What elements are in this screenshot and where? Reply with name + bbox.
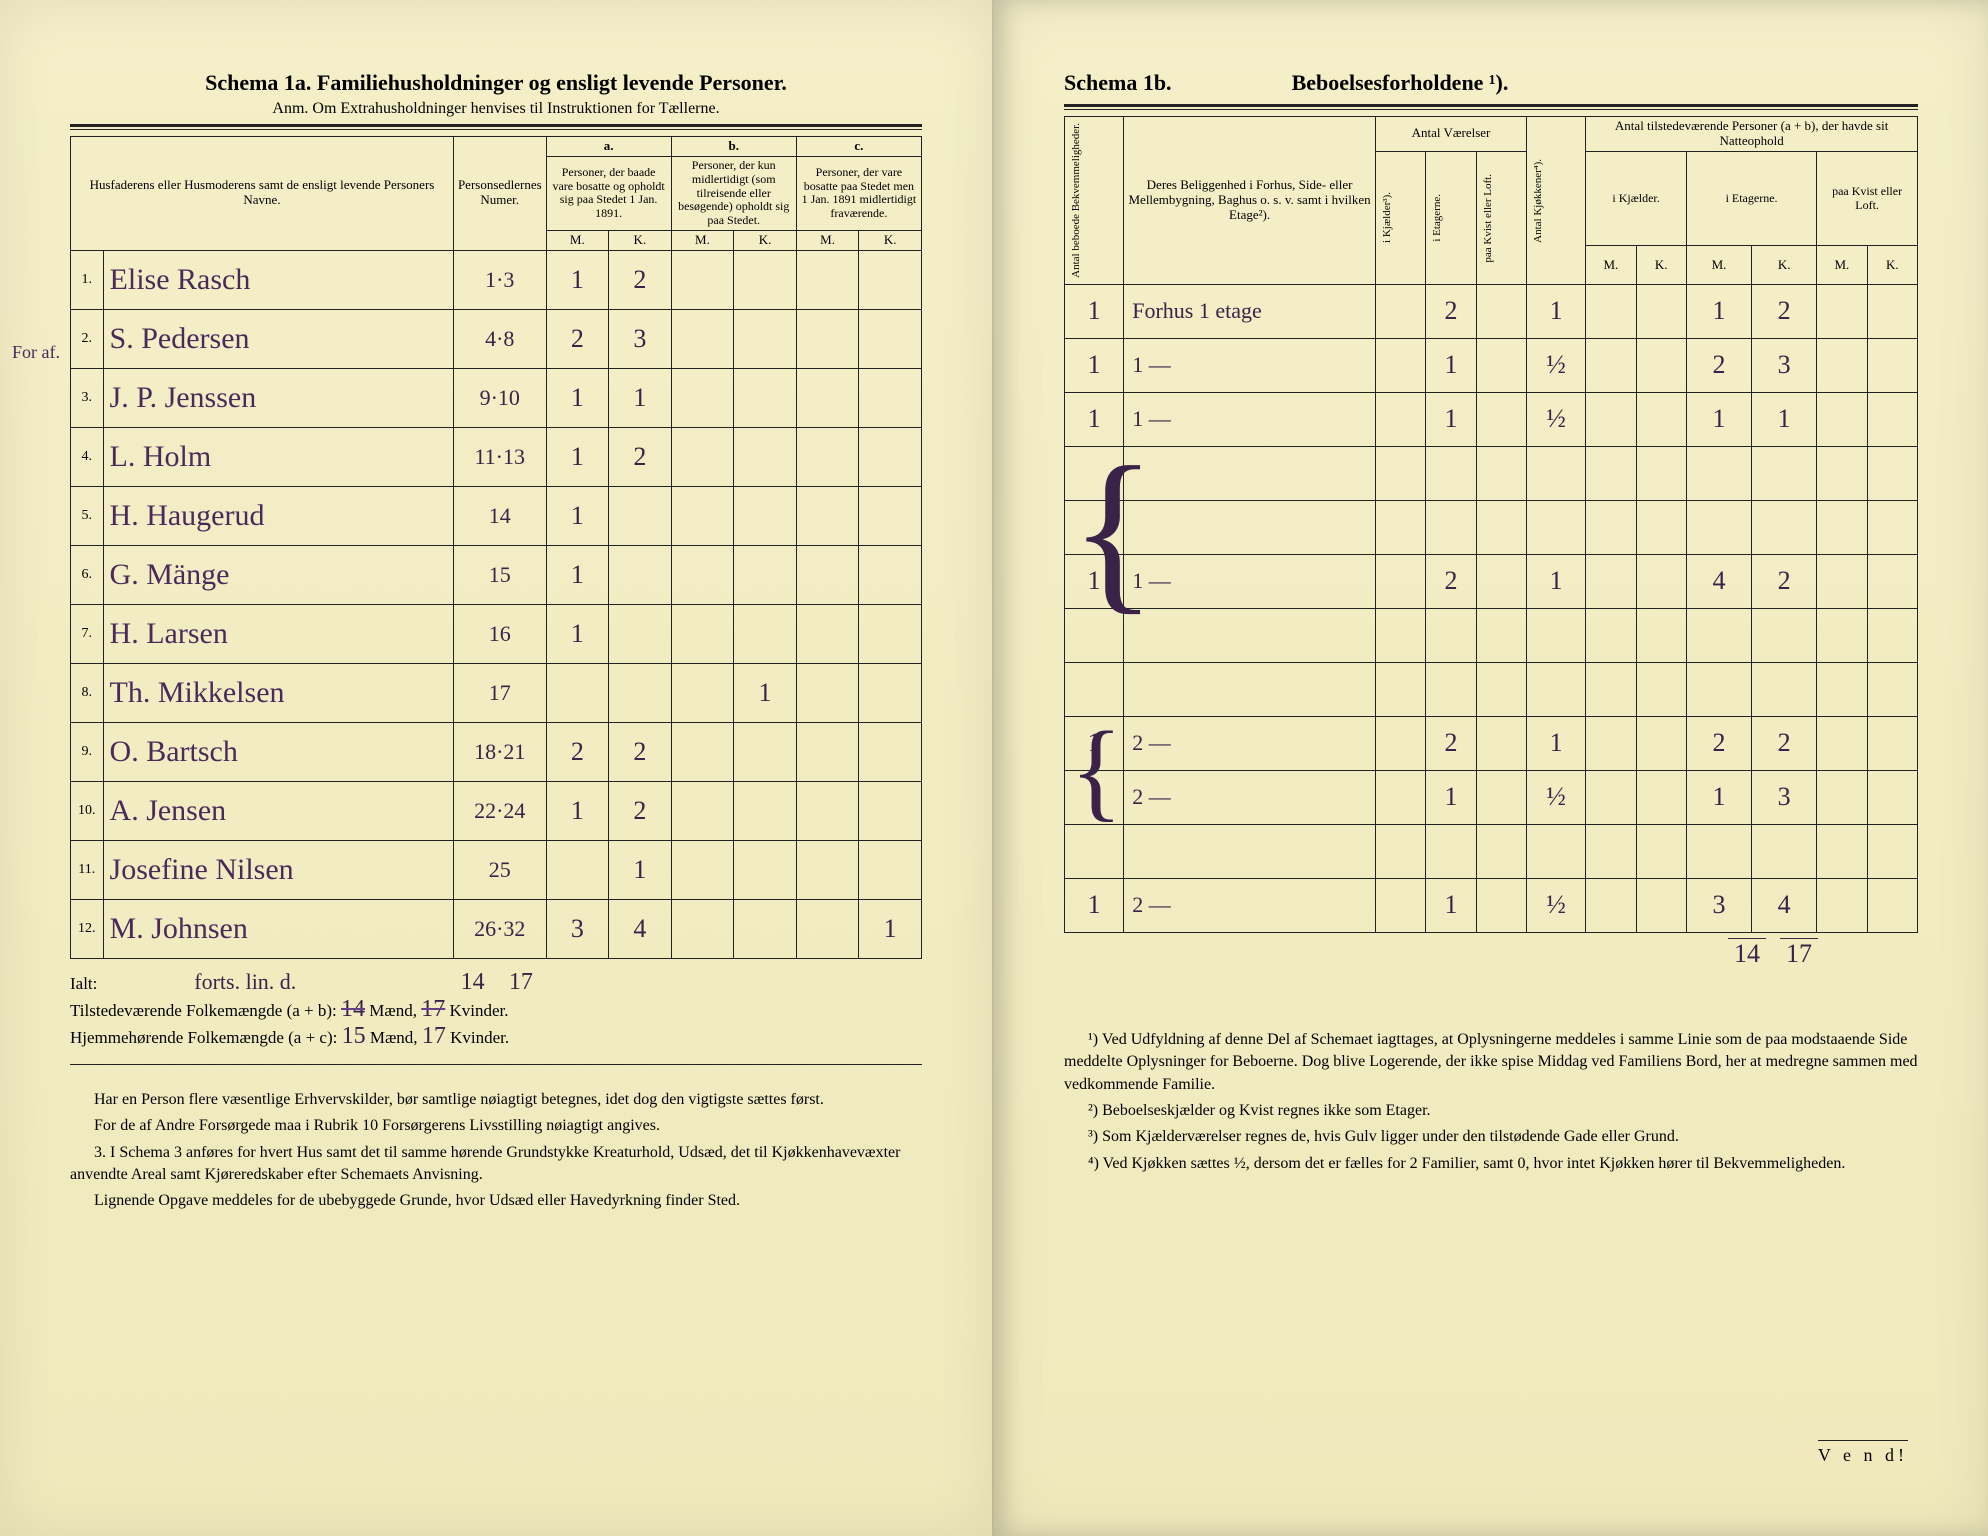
hjem-kvinder: Kvinder. xyxy=(450,1028,509,1047)
tilst-m: 14 xyxy=(341,996,365,1022)
page-left: Schema 1a. Familiehusholdninger og ensli… xyxy=(0,0,994,1536)
hdr-c-desc: Personer, der vare bosatte paa Stedet me… xyxy=(796,156,921,230)
hdr-npk: paa Kvist eller Loft. xyxy=(1817,151,1918,245)
table-row xyxy=(1065,446,1918,500)
hdr-c: c. xyxy=(796,137,921,157)
tilst-k: 17 xyxy=(421,996,445,1022)
table-row: 7.H. Larsen161 xyxy=(71,604,922,663)
margin-occupation-notes: For af. xyxy=(12,325,68,379)
hdr-vaer: Antal Værelser xyxy=(1375,117,1526,152)
table-row: 11 —2142 xyxy=(1065,554,1918,608)
hdr-bekv: Antal beboede Bekvemmeligheder. xyxy=(1065,117,1124,285)
table-row: 2 —1½13 xyxy=(1065,770,1918,824)
table-row: 4.L. Holm11·1312 xyxy=(71,427,922,486)
ialt-label: Ialt: xyxy=(70,974,190,994)
tilst-kvinder: Kvinder. xyxy=(449,1001,508,1020)
hdr-b: b. xyxy=(671,137,796,157)
sum-m: 14 xyxy=(1728,938,1766,968)
page-right: Schema 1b. Beboelsesforholdene ¹). Antal… xyxy=(994,0,1988,1536)
hdr-kjok: Antal Kjøkkener⁴). xyxy=(1527,117,1586,285)
table-row xyxy=(1065,608,1918,662)
left-footnotes: Har en Person flere væsentlige Erhvervsk… xyxy=(70,1089,922,1213)
hdr-natte: Antal tilstedeværende Personer (a + b), … xyxy=(1586,117,1918,152)
hdr-nie-m: M. xyxy=(1686,246,1751,285)
table-row: 11 —1½23 xyxy=(1065,338,1918,392)
hdr-names: Husfaderens eller Husmoderens samt de en… xyxy=(71,137,454,251)
hdr-c-m: M. xyxy=(796,230,859,250)
hdr-pk: paa Kvist eller Loft. xyxy=(1476,151,1526,284)
hdr-a-m: M. xyxy=(546,230,609,250)
hdr-nie: i Etagerne. xyxy=(1686,151,1816,245)
schema-title-right-b: Beboelsesforholdene ¹). xyxy=(1292,70,1509,96)
table-row: 12.M. Johnsen26·32341 xyxy=(71,899,922,958)
table-row: 2.S. Pedersen4·823 xyxy=(71,309,922,368)
vend-label: V e n d! xyxy=(1818,1440,1908,1466)
hdr-npk-k: K. xyxy=(1867,246,1917,285)
hdr-nik: i Kjælder. xyxy=(1586,151,1687,245)
hdr-nik-m: M. xyxy=(1586,246,1636,285)
table-row: 8.Th. Mikkelsen171 xyxy=(71,663,922,722)
hdr-nie-k: K. xyxy=(1752,246,1817,285)
right-footnotes: ¹) Ved Udfyldning af denne Del af Schema… xyxy=(1064,1029,1918,1175)
hdr-b-desc: Personer, der kun midlertidigt (som tilr… xyxy=(671,156,796,230)
hdr-a-k: K. xyxy=(609,230,672,250)
table-row: 1.Elise Rasch1·312 xyxy=(71,250,922,309)
table-row: 12 —1½34 xyxy=(1065,878,1918,932)
hdr-ik: i Kjælder³). xyxy=(1375,151,1425,284)
anm-note: Anm. Om Extrahusholdninger henvises til … xyxy=(70,100,922,118)
hdr-b-k: K. xyxy=(734,230,797,250)
table-row xyxy=(1065,662,1918,716)
table-row xyxy=(1065,500,1918,554)
table-row: 12 —2122 xyxy=(1065,716,1918,770)
table-row: 11.Josefine Nilsen251 xyxy=(71,840,922,899)
hdr-nik-k: K. xyxy=(1636,246,1686,285)
table-row: 3.J. P. Jenssen9·1011 xyxy=(71,368,922,427)
hdr-ie: i Etagerne. xyxy=(1426,151,1476,284)
hjem-k: 17 xyxy=(422,1023,446,1049)
table-row xyxy=(1065,824,1918,878)
ialt-m: 14 xyxy=(461,969,485,995)
hdr-a-desc: Personer, der baade vare bosatte og opho… xyxy=(546,156,671,230)
hdr-numer: Personsedlernes Numer. xyxy=(453,137,546,251)
hdr-a: a. xyxy=(546,137,671,157)
schema-title-right-a: Schema 1b. xyxy=(1064,70,1172,96)
hjem-m: 15 xyxy=(342,1023,366,1049)
hjem-maend: Mænd, xyxy=(370,1028,418,1047)
right-sums: 14 17 xyxy=(1064,939,1918,969)
totals-block: Ialt: forts. lin. d. 14 17 Tilstedeværen… xyxy=(70,969,922,1050)
book-spread: Schema 1a. Familiehusholdninger og ensli… xyxy=(0,0,1988,1536)
hdr-belig: Deres Beliggenhed i Forhus, Side- eller … xyxy=(1124,117,1376,285)
dwelling-table: Antal beboede Bekvemmeligheder. Deres Be… xyxy=(1064,116,1918,933)
ialt-note: forts. lin. d. xyxy=(194,969,296,994)
table-row: 6.G. Mänge151 xyxy=(71,545,922,604)
hjem-label: Hjemmehørende Folkemængde (a + c): xyxy=(70,1028,337,1047)
hdr-b-m: M. xyxy=(671,230,734,250)
table-row: 11 —1½11 xyxy=(1065,392,1918,446)
household-table: Husfaderens eller Husmoderens samt de en… xyxy=(70,136,922,959)
ialt-k: 17 xyxy=(509,969,533,995)
tilst-maend: Mænd, xyxy=(369,1001,417,1020)
hdr-c-k: K. xyxy=(859,230,922,250)
table-row: 1Forhus 1 etage2112 xyxy=(1065,284,1918,338)
tilst-label: Tilstedeværende Folkemængde (a + b): xyxy=(70,1001,337,1020)
hdr-npk-m: M. xyxy=(1817,246,1867,285)
table-row: 5.H. Haugerud141 xyxy=(71,486,922,545)
table-row: 10.A. Jensen22·2412 xyxy=(71,781,922,840)
table-row: 9.O. Bartsch18·2122 xyxy=(71,722,922,781)
sum-k: 17 xyxy=(1780,938,1818,968)
schema-title-left: Schema 1a. Familiehusholdninger og ensli… xyxy=(70,70,922,96)
